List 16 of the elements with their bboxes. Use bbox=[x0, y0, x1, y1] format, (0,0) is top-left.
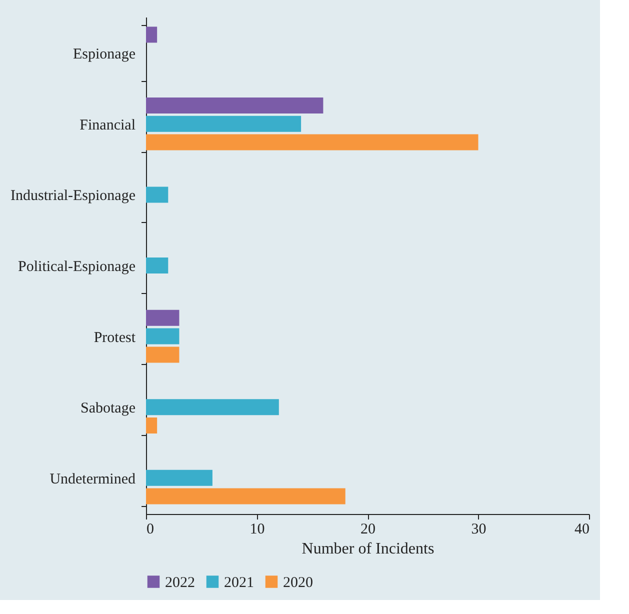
y-tick-label: Espionage bbox=[73, 46, 136, 63]
y-tick-label: Political-Espionage bbox=[18, 259, 136, 275]
x-tick-label: 40 bbox=[574, 522, 590, 538]
y-tick-label: Undetermined bbox=[50, 471, 136, 488]
y-tick-label: Industrial-Espionage bbox=[10, 188, 136, 204]
x-tick-label: 0 bbox=[146, 522, 154, 538]
y-tick-label: Sabotage bbox=[80, 400, 136, 417]
legend-label: 2022 bbox=[165, 574, 195, 591]
x-tick-label: 30 bbox=[471, 522, 486, 538]
x-tick-label: 10 bbox=[250, 522, 265, 538]
x-tick-label: 20 bbox=[360, 522, 376, 538]
y-tick-label: Protest bbox=[94, 330, 136, 346]
legend-label: 2020 bbox=[283, 574, 313, 591]
y-tick-label: Financial bbox=[80, 117, 136, 134]
legend-label: 2021 bbox=[224, 574, 254, 591]
x-axis-title: Number of Incidents bbox=[302, 540, 434, 558]
